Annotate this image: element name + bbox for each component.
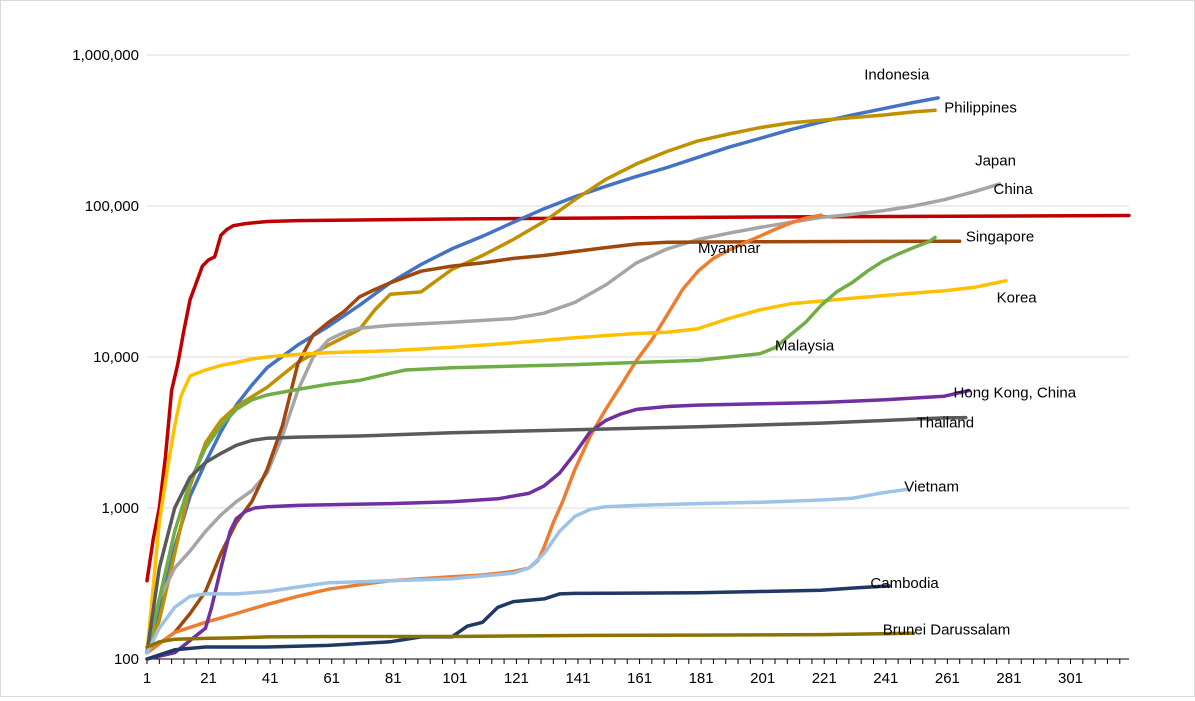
series-lines [145, 96, 1131, 661]
series-label-malaysia: Malaysia [775, 338, 835, 355]
series-label-japan: Japan [975, 153, 1016, 170]
series-line-cambodia [145, 584, 891, 661]
y-tick-label: 1,000,000 [72, 47, 139, 64]
x-tick-label: 301 [1058, 670, 1083, 687]
series-line-malaysia [145, 235, 937, 655]
series-label-myanmar: Myanmar [698, 240, 761, 257]
series-label-cambodia: Cambodia [870, 575, 939, 592]
x-tick-label: 141 [565, 670, 590, 687]
y-tick-label: 10,000 [93, 349, 139, 366]
x-tick-label: 1 [143, 670, 151, 687]
x-tick-label: 261 [935, 670, 960, 687]
x-tick-label: 161 [627, 670, 652, 687]
x-tick-label: 181 [689, 670, 714, 687]
x-tick-label: 201 [750, 670, 775, 687]
series-labels: Indonesia Philippines Japan China Singapore M… [698, 66, 1077, 638]
gridlines [147, 54, 1129, 509]
x-tick-label: 81 [385, 670, 402, 687]
series-line-indonesia [145, 96, 940, 655]
series-label-korea: Korea [997, 289, 1038, 306]
series-label-china: China [994, 181, 1034, 198]
series-line-brunei-darussalam [145, 631, 916, 649]
y-tick-label: 1,000 [101, 500, 139, 517]
series-line-japan [145, 182, 1002, 655]
series-line-korea [145, 278, 1008, 655]
series-line-philippines [145, 108, 937, 655]
x-tick-label: 121 [504, 670, 529, 687]
y-tick-label: 100,000 [85, 198, 139, 215]
series-label-indonesia: Indonesia [864, 66, 930, 83]
x-tick-label: 221 [812, 670, 837, 687]
x-tick-label: 281 [996, 670, 1021, 687]
series-line-myanmar [145, 213, 823, 655]
series-line-hong-kong-china [145, 388, 971, 661]
x-tick-label: 61 [323, 670, 340, 687]
series-label-brunei-darussalam: Brunei Darussalam [883, 622, 1011, 639]
x-tick-label: 21 [200, 670, 217, 687]
series-label-hong-kong-china: Hong Kong, China [954, 384, 1077, 401]
series-label-philippines: Philippines [944, 100, 1017, 117]
x-tick-label: 101 [442, 670, 467, 687]
x-tick-label: 241 [873, 670, 898, 687]
x-tick-label: 41 [262, 670, 279, 687]
series-label-thailand: Thailand [917, 415, 975, 432]
series-label-singapore: Singapore [966, 229, 1034, 246]
y-tick-label: 100 [114, 651, 139, 668]
series-line-china [145, 213, 1131, 583]
series-line-vietnam [145, 487, 910, 655]
series-line-thailand [145, 415, 968, 655]
series-label-vietnam: Vietnam [904, 478, 959, 495]
